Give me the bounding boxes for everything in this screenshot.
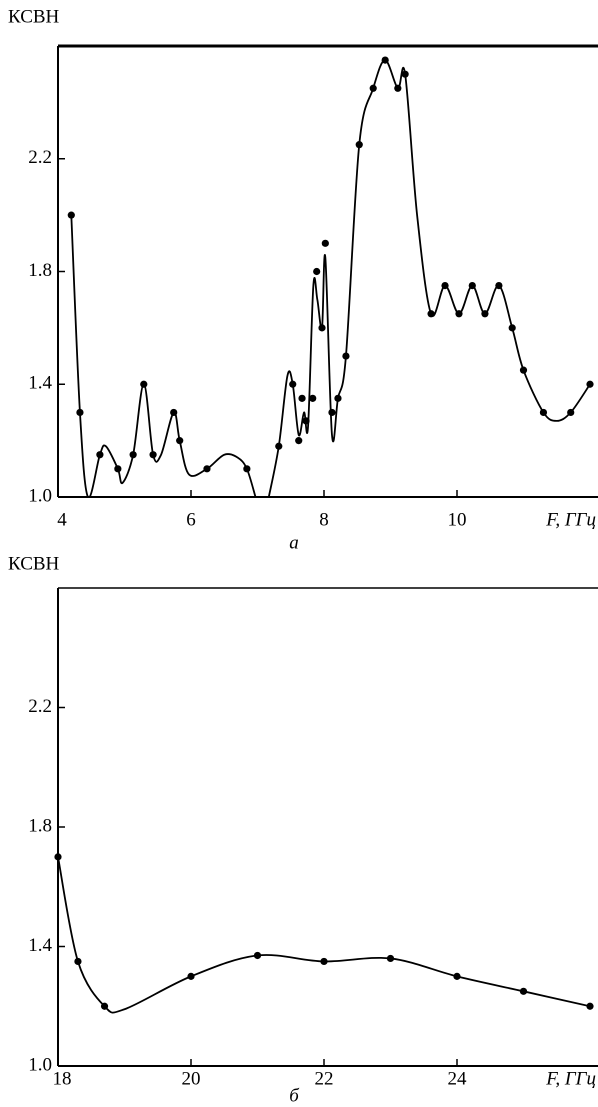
data-point [455,310,463,318]
y-tick-label: 1.0 [28,485,52,506]
data-point [441,281,449,290]
data-point [321,239,329,247]
y-tick-label: 1.0 [28,1054,52,1075]
y-tick-label: 1.4 [28,935,52,956]
data-point [567,408,575,417]
y-axis-label: КСВН [8,6,60,27]
data-point [302,417,310,425]
data-point [313,267,321,276]
curve [58,856,590,1014]
y-tick-label: 1.8 [28,260,52,281]
data-point [468,281,476,290]
data-point [176,437,184,445]
data-point [334,394,342,402]
y-tick-label: 2.2 [28,696,52,717]
data-point [381,56,389,64]
data-point [298,394,306,402]
curve [267,59,590,497]
data-point [481,310,489,318]
data-point [355,141,363,149]
caption: б [289,1085,300,1106]
x-tick-label: 8 [319,509,329,530]
data-point [149,451,157,459]
x-axis-label: F, ГГц [545,509,596,530]
plot-area [70,59,590,497]
y-tick-label: 2.2 [28,147,52,168]
data-point [129,451,137,459]
data-point [187,972,195,980]
data-point [74,957,82,966]
data-point [67,211,75,219]
y-axis-label: КСВН [8,553,60,574]
data-point [508,324,516,332]
x-tick-label: 10 [448,509,467,530]
data-point [275,442,283,450]
x-axis-label: F, ГГц [545,1068,596,1089]
data-point [243,465,251,473]
data-point [295,437,303,445]
data-point [394,84,402,92]
data-point [427,310,435,318]
data-point [289,380,297,388]
x-tick-label: 22 [315,1068,334,1089]
caption: а [289,532,299,553]
data-point [453,972,461,980]
data-point [318,324,326,332]
data-point [539,408,548,417]
x-tick-label: 6 [186,509,196,530]
y-tick-label: 1.8 [28,815,52,836]
x-tick-label: 18 [53,1068,72,1089]
data-point [140,380,148,388]
data-point [96,451,104,459]
data-point [369,84,377,92]
data-point [586,1002,594,1010]
data-point [386,954,395,963]
data-point [54,853,62,861]
data-point [170,408,178,417]
data-point [328,408,336,417]
data-point [253,951,262,960]
x-tick-label: 4 [57,509,67,530]
curve [70,215,257,497]
data-point [309,394,317,402]
data-point [320,957,328,966]
data-point [203,465,211,473]
data-point [519,366,528,374]
data-point [100,1002,109,1010]
data-point [342,352,350,360]
data-point [586,380,594,388]
data-point [495,281,503,290]
plot-area [58,856,590,1014]
data-point [401,70,409,78]
x-tick-label: 20 [182,1068,201,1089]
x-tick-label: 24 [448,1068,468,1089]
data-point [519,987,528,995]
y-tick-label: 1.4 [28,373,52,394]
data-point [114,465,122,473]
data-point [76,408,84,417]
